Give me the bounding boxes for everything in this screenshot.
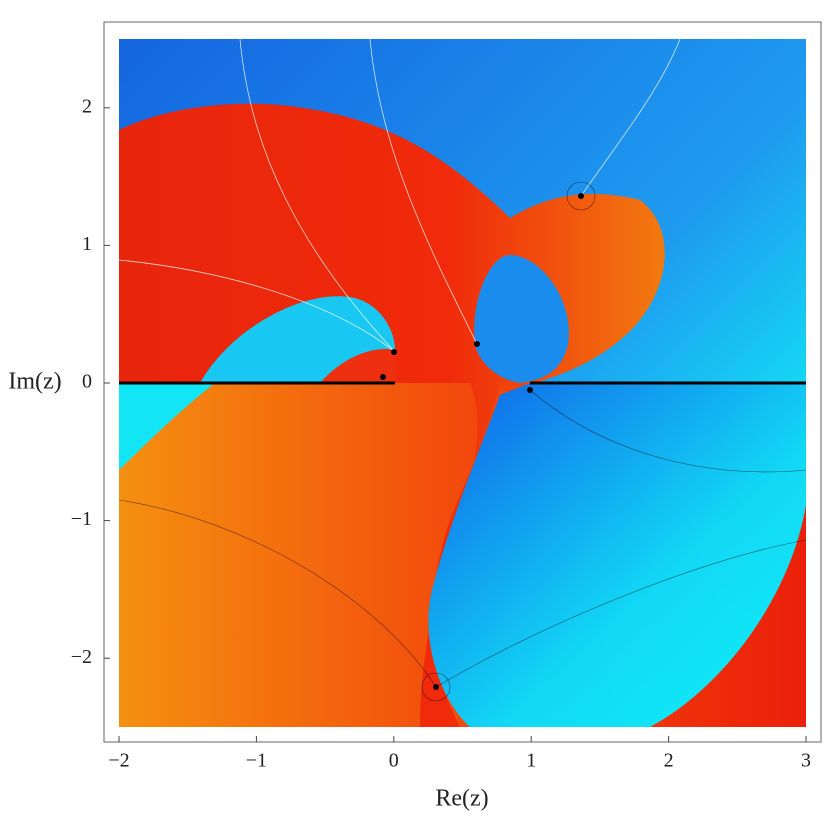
x-tick-label: 0 xyxy=(389,750,399,772)
y-axis-label: Im(z) xyxy=(8,369,61,395)
x-tick-label: 1 xyxy=(526,750,536,772)
y-tick-label: 2 xyxy=(82,95,92,117)
x-tick-label: −1 xyxy=(246,750,267,772)
frame xyxy=(103,21,822,743)
y-tick-label: 1 xyxy=(82,233,92,255)
y-tick-label: −1 xyxy=(71,508,92,530)
y-tick-label: −2 xyxy=(71,646,92,668)
x-tick-label: 3 xyxy=(801,750,811,772)
x-tick-label: −2 xyxy=(108,750,129,772)
y-tick-label: 0 xyxy=(82,371,92,393)
x-axis-label: Re(z) xyxy=(435,786,488,812)
plot-image xyxy=(119,39,806,727)
x-tick-label: 2 xyxy=(664,750,674,772)
